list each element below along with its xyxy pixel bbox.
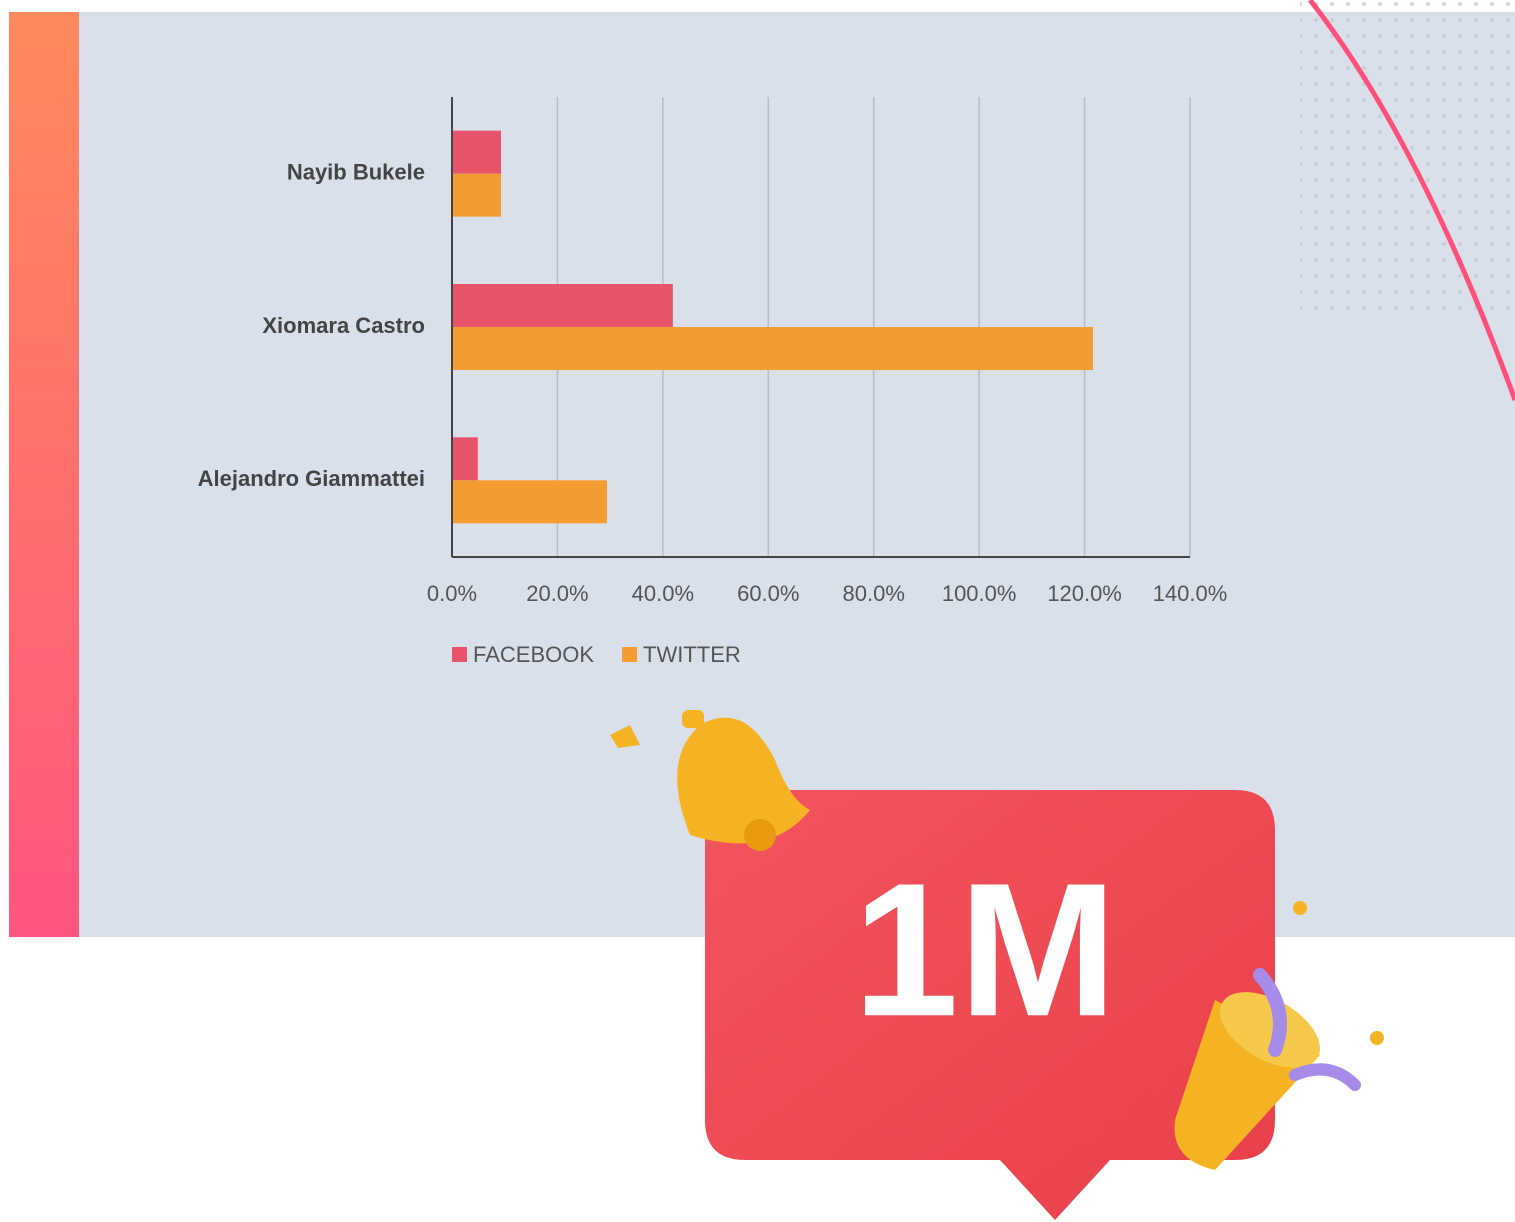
x-tick-label: 40.0%	[632, 581, 694, 606]
x-tick-label: 100.0%	[942, 581, 1017, 606]
speech-bubble	[705, 790, 1275, 1220]
bar	[452, 284, 673, 327]
x-tick-label: 0.0%	[427, 581, 477, 606]
x-tick-label: 120.0%	[1047, 581, 1122, 606]
legend-label: TWITTER	[643, 642, 741, 667]
accent-strip	[9, 12, 79, 937]
category-label: Alejandro Giammattei	[198, 466, 425, 491]
legend-label: FACEBOOK	[473, 642, 594, 667]
category-label: Nayib Bukele	[287, 159, 425, 184]
bar	[452, 173, 502, 217]
x-tick-label: 80.0%	[843, 581, 905, 606]
x-tick-label: 60.0%	[737, 581, 799, 606]
category-label: Xiomara Castro	[262, 313, 425, 338]
bar	[452, 437, 478, 481]
bar	[452, 480, 607, 524]
badge: 1M	[610, 710, 1384, 1220]
decor-curve	[1308, 0, 1515, 401]
bell	[610, 710, 810, 851]
legend-swatch	[622, 647, 638, 662]
bar	[452, 327, 1094, 370]
bar	[452, 130, 502, 174]
party-popper	[1174, 901, 1384, 1170]
dot-pattern	[1300, 0, 1515, 320]
badge-label: 1M	[853, 844, 1117, 1056]
legend-swatch	[452, 647, 467, 662]
x-tick-label: 140.0%	[1153, 581, 1228, 606]
plot: 0.0% 20.0% 40.0% 60.0% 80.0% 100.0% 120.0% 140.…	[198, 97, 1228, 667]
x-tick-label: 20.0%	[526, 581, 588, 606]
